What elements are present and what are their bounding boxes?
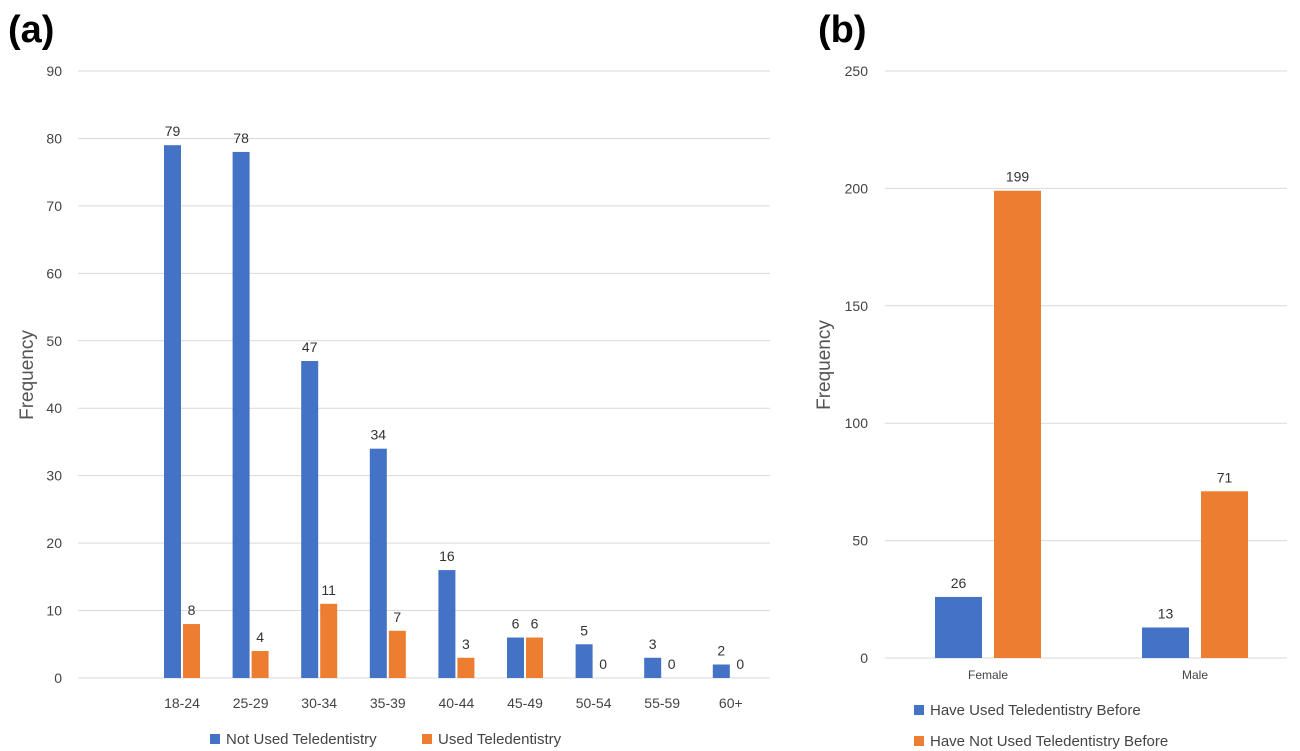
y-tick-label: 0 — [860, 650, 868, 666]
data-label: 3 — [649, 636, 657, 652]
y-tick-label: 50 — [852, 533, 868, 549]
bar-series2 — [994, 190, 1041, 659]
x-tick-label: 50-54 — [576, 695, 612, 711]
bar-series1 — [1142, 627, 1189, 658]
x-tick-label: 55-59 — [644, 695, 680, 711]
legend-entry: Used Teledentistry — [438, 731, 562, 748]
data-label: 26 — [951, 575, 967, 591]
x-tick-label: 35-39 — [370, 695, 406, 711]
bar-series1 — [301, 361, 319, 678]
data-label: 6 — [531, 616, 539, 632]
bar-series1 — [438, 570, 456, 678]
bar-series1 — [507, 637, 524, 678]
y-tick-label: 40 — [46, 400, 62, 416]
data-label: 71 — [1217, 469, 1233, 485]
bar-series2 — [1201, 491, 1248, 658]
y-tick-label: 60 — [46, 265, 62, 281]
data-label: 11 — [321, 582, 336, 598]
panel-b-label: (b) — [818, 9, 867, 51]
legend-swatch — [210, 734, 220, 744]
data-label: 0 — [736, 656, 744, 672]
x-tick-label: 25-29 — [233, 695, 269, 711]
legend-entry: Have Used Teledentistry Before — [930, 702, 1141, 719]
x-tick-label: 18-24 — [164, 695, 200, 711]
bar-series2 — [388, 630, 406, 678]
panel-a-label: (a) — [8, 9, 54, 51]
y-tick-label: 70 — [46, 198, 62, 214]
bar-series1 — [369, 448, 387, 678]
y-tick-label: 50 — [46, 333, 62, 349]
panel-b-y-axis-label: Frequency — [814, 320, 835, 410]
data-label: 8 — [188, 602, 196, 618]
data-label: 5 — [580, 622, 588, 638]
x-tick-label: 40-44 — [438, 695, 474, 711]
y-tick-label: 150 — [845, 298, 869, 314]
bar-series1 — [232, 151, 250, 678]
y-tick-label: 250 — [845, 63, 869, 79]
panel-b-chart: 0 50 100 150 200 250 26 199 Female 13 71 Male Have U… — [845, 63, 1287, 750]
y-tick-label: 0 — [54, 670, 62, 686]
x-tick-label: 30-34 — [301, 695, 337, 711]
y-tick-label: 100 — [845, 415, 869, 431]
legend-swatch — [422, 734, 432, 744]
data-label: 13 — [1158, 605, 1174, 621]
bar-series1 — [644, 657, 662, 678]
data-label: 79 — [165, 123, 181, 139]
y-tick-label: 20 — [46, 535, 62, 551]
data-label: 4 — [256, 629, 264, 645]
data-label: 7 — [393, 609, 401, 625]
bar-series1 — [164, 145, 181, 678]
y-tick-label: 80 — [46, 130, 62, 146]
data-label: 0 — [668, 656, 676, 672]
bar-series2 — [320, 603, 338, 678]
data-label: 6 — [512, 616, 520, 632]
bar-series1 — [935, 596, 982, 658]
legend-entry: Have Not Used Teledentistry Before — [930, 733, 1168, 750]
x-tick-label: 45-49 — [507, 695, 543, 711]
bar-series1 — [575, 644, 593, 678]
panel-a-chart: 010203040506070809079818-2478425-2947113… — [46, 63, 770, 748]
bar-series2 — [251, 651, 269, 678]
x-tick-label: 60+ — [719, 695, 743, 711]
data-label: 3 — [462, 636, 470, 652]
legend-swatch — [914, 736, 924, 746]
data-label: 199 — [1006, 169, 1030, 185]
y-tick-label: 90 — [46, 63, 62, 79]
legend-swatch — [914, 705, 924, 715]
bar-series1 — [712, 664, 730, 678]
bar-series2 — [526, 637, 543, 678]
bar-series2 — [457, 657, 475, 678]
legend-entry: Not Used Teledentistry — [226, 731, 377, 748]
y-tick-label: 10 — [46, 603, 62, 619]
x-tick-label: Female — [968, 668, 1008, 682]
data-label: 78 — [233, 130, 249, 146]
data-label: 2 — [717, 643, 725, 659]
panel-a-y-axis-label: Frequency — [17, 330, 38, 420]
y-tick-label: 200 — [845, 180, 869, 196]
data-label: 34 — [371, 427, 387, 443]
y-tick-label: 30 — [46, 468, 62, 484]
data-label: 16 — [439, 548, 455, 564]
x-tick-label: Male — [1182, 668, 1208, 682]
bar-series2 — [183, 624, 200, 678]
data-label: 47 — [302, 339, 318, 355]
data-label: 0 — [599, 656, 607, 672]
